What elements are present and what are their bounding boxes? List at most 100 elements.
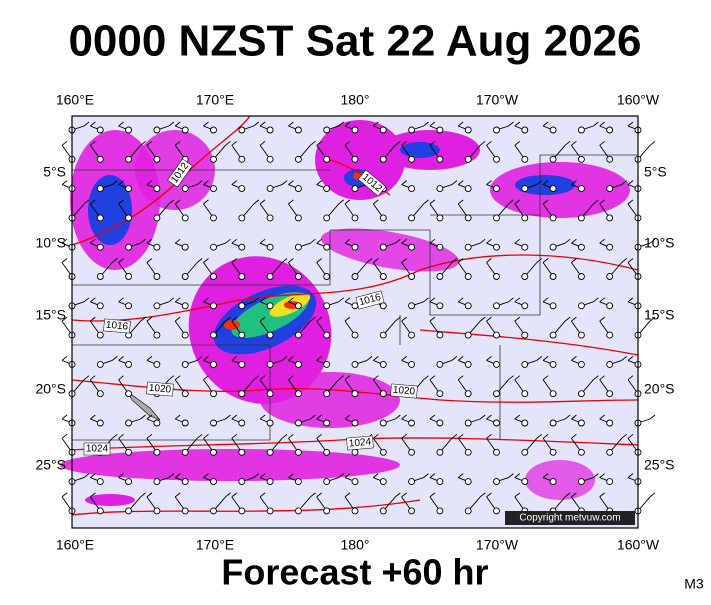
wind-station — [493, 155, 500, 163]
wind-barb-tick — [338, 121, 344, 127]
wind-barb-tick — [146, 356, 153, 361]
wind-barb-tick — [373, 433, 379, 439]
wind-barb-tick — [542, 121, 549, 127]
wind-barb-tick — [542, 297, 549, 303]
wind-barb-tick — [146, 238, 153, 244]
isobar-label-bg — [390, 383, 418, 399]
wind-barb-tick — [61, 492, 68, 498]
wind-barb-tick — [118, 473, 124, 478]
wind-station — [379, 302, 387, 310]
wind-barb-tick — [140, 238, 146, 244]
wind-barb-tick — [203, 433, 209, 439]
wind-barb-tick — [112, 258, 118, 263]
isobar-label: 1020 — [146, 381, 174, 397]
wind-station — [436, 126, 444, 134]
wind-barb-tick — [281, 433, 288, 439]
wind-station — [379, 155, 387, 163]
wind-barb-tick — [203, 121, 209, 127]
wind-barb-tick — [542, 258, 549, 263]
wind-barb-tick — [373, 375, 379, 381]
wind-barb-tick — [564, 316, 571, 322]
wind-barb-tick — [627, 297, 634, 303]
wind-station — [379, 507, 387, 515]
wind-barb-tick — [118, 375, 124, 381]
wind-station — [323, 302, 331, 310]
wind-station — [238, 155, 246, 163]
wind-barb-tick — [310, 140, 316, 146]
wind-station — [577, 214, 585, 222]
wind-station — [294, 478, 302, 486]
wind-station — [351, 419, 359, 427]
wind-barb-tick — [514, 375, 521, 381]
wind-station — [606, 478, 614, 486]
wind-barb-tick — [457, 258, 464, 263]
wind-station — [549, 331, 557, 339]
wind-station — [238, 419, 246, 427]
wind-barb-tick — [225, 238, 231, 244]
wind-barb-tick — [338, 199, 344, 205]
wind-barb-tick — [429, 492, 436, 498]
wind-barb-tick — [203, 473, 209, 478]
wind-barb-tick — [627, 473, 634, 478]
wind-barb-tick — [83, 473, 90, 478]
wind-barb-tick — [118, 356, 124, 361]
wind-station — [577, 185, 585, 193]
wind-station — [210, 243, 217, 251]
wind-station — [181, 419, 189, 427]
top-lon-label: 170°E — [196, 92, 234, 108]
wind-barb-tick — [514, 199, 521, 205]
wind-station — [153, 273, 161, 280]
wind-station — [238, 243, 246, 251]
wind-barb-tick — [168, 297, 175, 303]
wind-station — [464, 185, 472, 193]
wind-barb-tick — [479, 316, 486, 322]
wind-station — [125, 478, 133, 486]
wind-barb-tick — [457, 180, 464, 185]
wind-barb-tick — [564, 238, 571, 244]
wind-station — [294, 126, 302, 134]
wind-station — [266, 155, 274, 163]
wind-station — [96, 390, 104, 398]
wind-barb-tick — [259, 238, 266, 244]
bottom-lon-label: 160°E — [56, 537, 94, 553]
wind-barb-tick — [508, 375, 514, 381]
wind-station — [351, 126, 359, 134]
wind-station — [153, 185, 161, 193]
wind-barb-tick — [231, 356, 238, 361]
wind-station — [606, 360, 614, 368]
wind-barb-tick — [344, 316, 351, 322]
wind-station — [379, 126, 387, 134]
wind-station — [210, 126, 217, 134]
top-lon-label: 180° — [341, 92, 370, 108]
wind-station — [351, 273, 359, 280]
wind-station — [294, 302, 302, 310]
wind-barb-tick — [423, 199, 429, 205]
wind-station — [351, 185, 359, 193]
wind-station — [266, 448, 274, 456]
wind-station — [153, 155, 161, 163]
wind-station — [238, 302, 246, 310]
wind-station — [238, 126, 246, 134]
wind-barb-tick — [83, 199, 90, 205]
wind-barb-tick — [536, 433, 543, 439]
wind-station — [577, 302, 585, 310]
isobar-label-bg — [355, 290, 385, 310]
wind-barb-tick — [344, 375, 351, 381]
wind-station — [351, 390, 359, 398]
wind-station — [125, 302, 133, 310]
wind-station — [521, 448, 529, 456]
wind-barb-tick — [627, 199, 634, 205]
wind-station — [125, 360, 133, 368]
bottom-lon-label: 170°E — [196, 537, 234, 553]
wind-station — [238, 273, 246, 280]
wind-barb-tick — [627, 121, 634, 127]
wind-barb-tick — [310, 414, 316, 420]
wind-barb-tick — [457, 199, 464, 205]
wind-barb-tick — [146, 316, 153, 322]
left-lat-label: 5°S — [43, 164, 66, 180]
wind-barb-tick — [168, 473, 175, 478]
wind-station — [96, 155, 104, 163]
wind-barb-tick — [174, 238, 181, 244]
wind-station — [266, 507, 274, 515]
